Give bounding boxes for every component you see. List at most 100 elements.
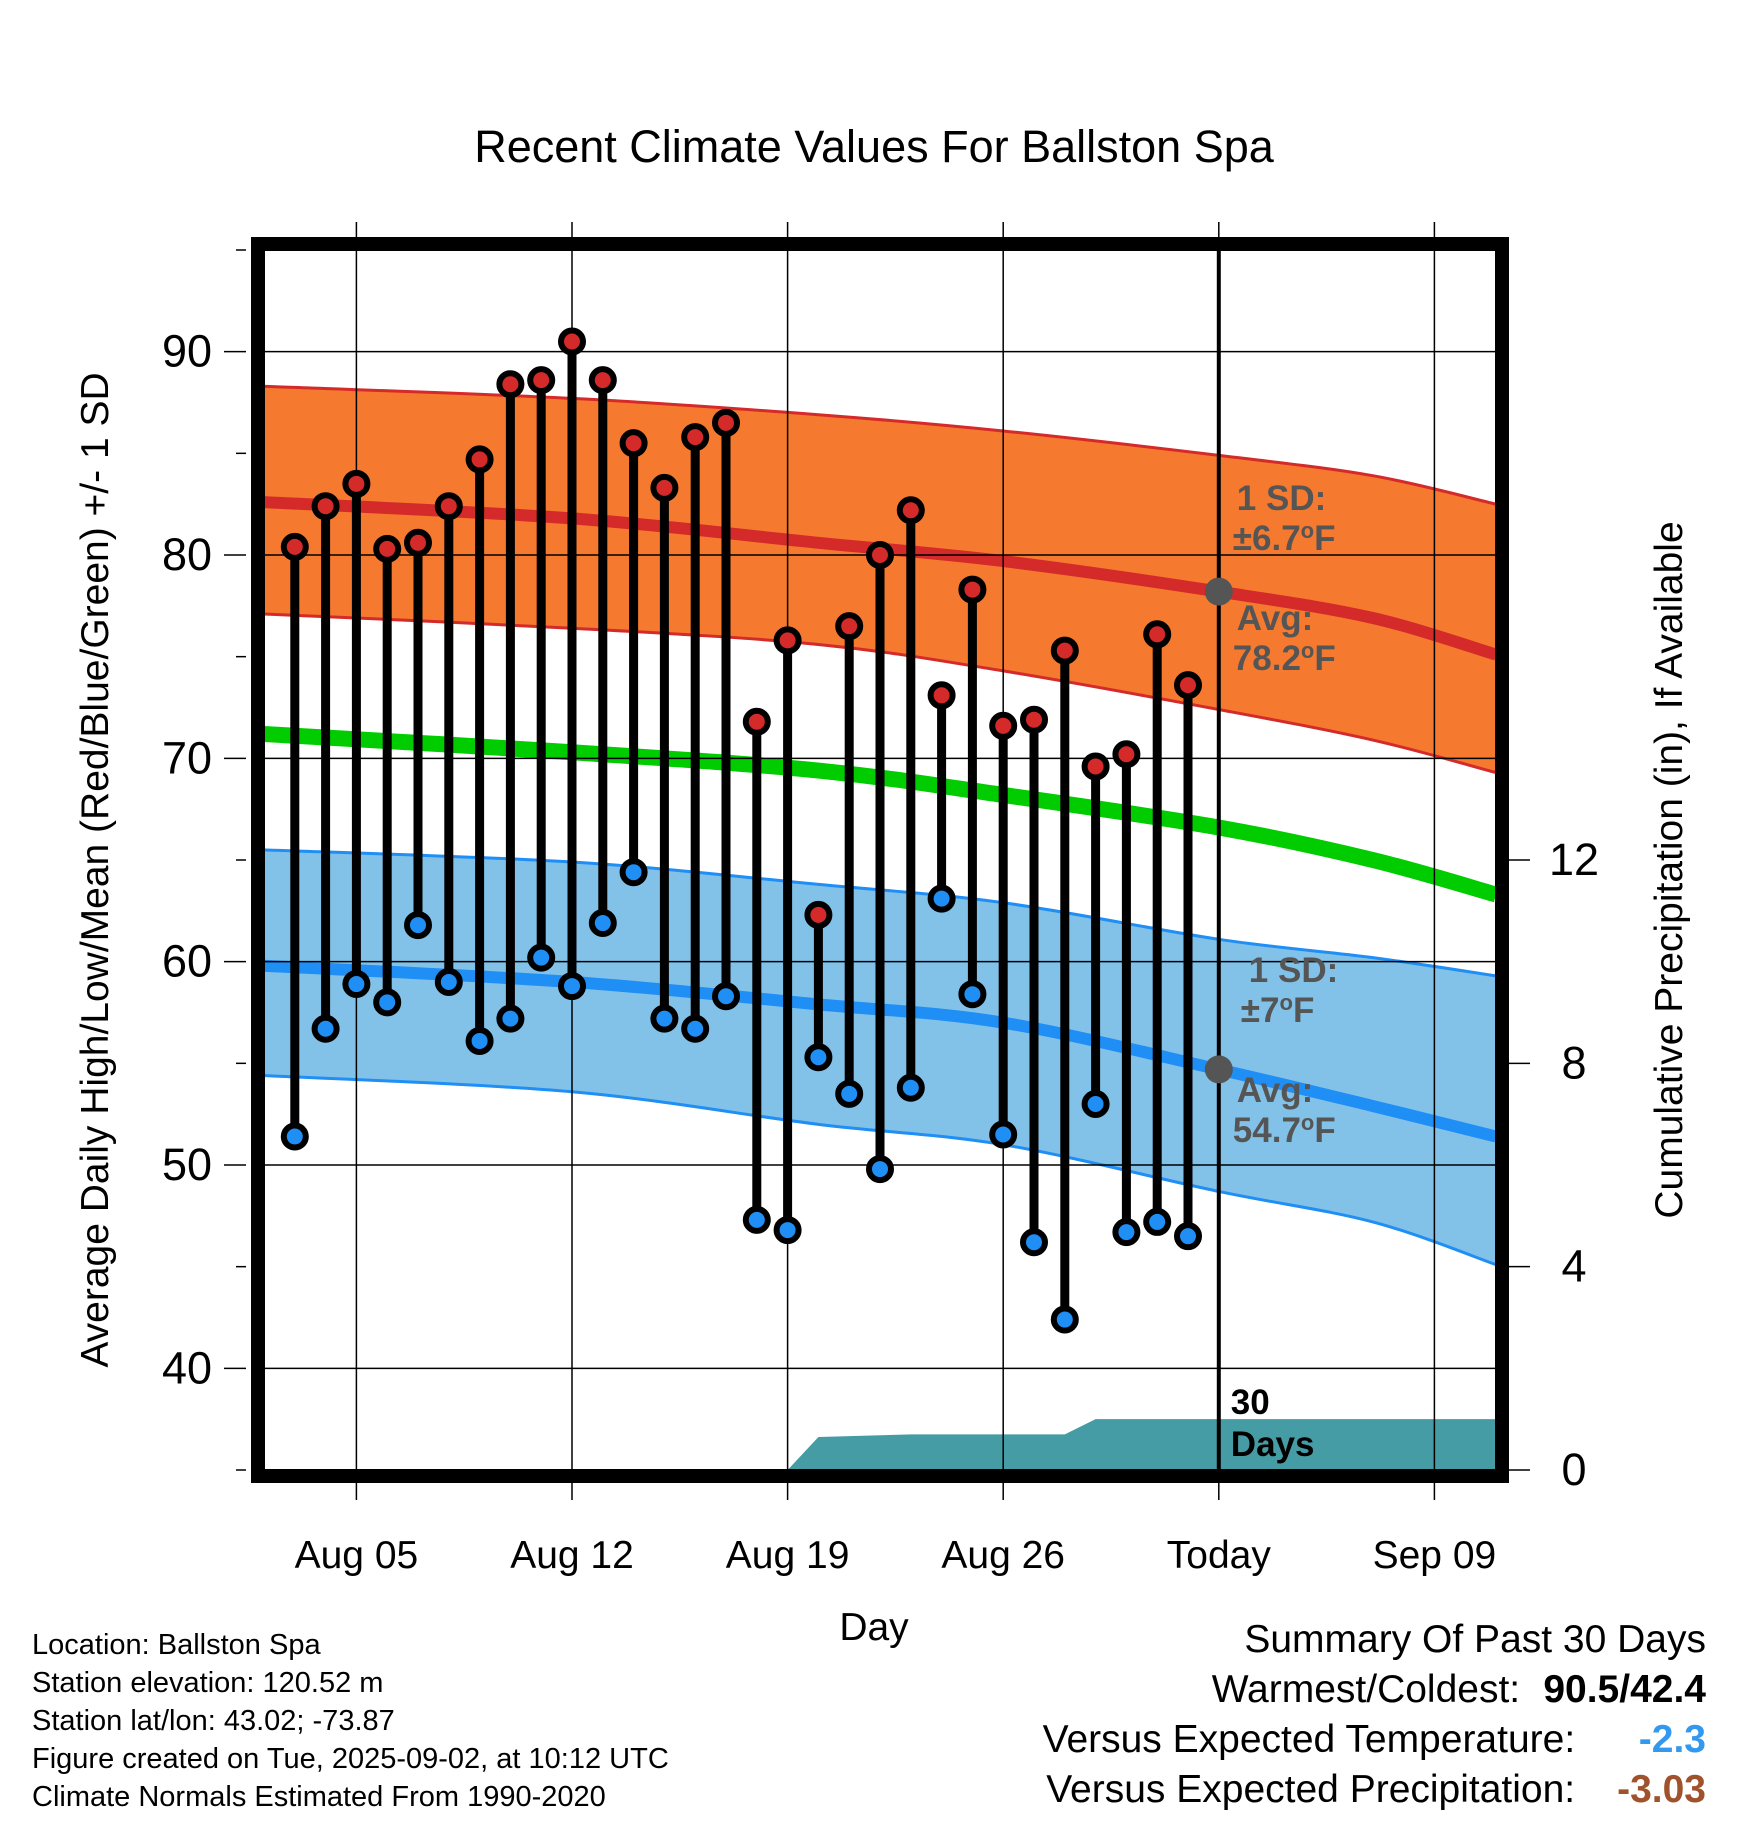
- daily-high-point: [896, 496, 925, 525]
- low-sd-label: 1 SD:: [1249, 951, 1338, 990]
- y2-tick-label: 8: [1561, 1037, 1586, 1088]
- daily-high-point: [527, 366, 556, 395]
- y-tick-label: 60: [162, 936, 212, 987]
- daily-low-point: [1174, 1222, 1202, 1251]
- summary-warm-cold-label: Warmest/Coldest:: [1211, 1668, 1521, 1711]
- daily-low-point: [866, 1155, 894, 1184]
- daily-high-point: [712, 408, 740, 437]
- x-tick-label: Aug 26: [941, 1534, 1065, 1577]
- y-tick-label: 40: [162, 1342, 212, 1393]
- daily-low-point: [558, 972, 586, 1001]
- daily-high-point: [835, 612, 864, 641]
- daily-high-point: [342, 469, 371, 498]
- low-avg-marker: [1204, 1055, 1233, 1084]
- daily-high-point: [558, 327, 586, 356]
- daily-low-point: [650, 1004, 679, 1033]
- daily-high-point: [465, 445, 494, 474]
- daily-high-point: [496, 370, 525, 399]
- footer-elevation: Station elevation: 120.52 m: [32, 1667, 384, 1699]
- today-days-label: 30 Days: [1231, 1383, 1315, 1464]
- summary-temp-label: Versus Expected Temperature:: [1042, 1718, 1576, 1761]
- summary-temp-value: -2.3: [1638, 1718, 1706, 1761]
- daily-high-point: [958, 575, 987, 604]
- daily-high-point: [804, 900, 833, 929]
- x-tick-label: Aug 12: [510, 1534, 634, 1577]
- low-avg-label: Avg:: [1237, 1071, 1313, 1110]
- low-sd-band-lower-edge: [264, 1074, 1496, 1267]
- high-sd-band-lower-edge: [264, 612, 1496, 775]
- y-tick-label: 90: [162, 326, 212, 377]
- daily-low-point: [773, 1216, 802, 1245]
- daily-high-point: [311, 492, 340, 521]
- x-axis-label: Day: [839, 1606, 909, 1649]
- daily-low-point: [742, 1205, 771, 1234]
- daily-low-point: [496, 1004, 525, 1033]
- daily-high-point: [866, 541, 894, 569]
- x-tick-label: Today: [1167, 1534, 1272, 1577]
- daily-low-point: [1020, 1228, 1048, 1257]
- daily-high-point: [1143, 620, 1172, 649]
- daily-low-point: [342, 970, 371, 999]
- high-normal-line: [264, 496, 1496, 661]
- summary-warm-cold-value: 90.5/42.4: [1543, 1668, 1706, 1711]
- chart-title: Recent Climate Values For Ballston Spa: [474, 121, 1275, 172]
- y-axis-label: Average Daily High/Low/Mean (Red/Blue/Gr…: [74, 372, 117, 1367]
- x-tick-label: Aug 19: [726, 1534, 850, 1577]
- daily-high-point: [588, 366, 617, 395]
- daily-high-point: [1020, 705, 1048, 734]
- daily-low-point: [311, 1014, 340, 1043]
- summary-warm-cold: Warmest/Coldest: 90.5/42.4: [1043, 1665, 1706, 1715]
- daily-low-point: [927, 884, 956, 913]
- y-tick-label: 80: [162, 529, 212, 580]
- daily-high-point: [404, 528, 432, 557]
- high-sd-value: ±6.7oF: [1233, 518, 1336, 558]
- daily-low-point: [588, 909, 617, 938]
- low-sd-value: ±7oF: [1241, 990, 1315, 1030]
- low-normal-line: [264, 959, 1496, 1143]
- x-tick-label: Aug 05: [295, 1534, 419, 1577]
- x-tick-label: Sep 09: [1373, 1534, 1497, 1577]
- summary-precip-label: Versus Expected Precipitation:: [1046, 1768, 1576, 1811]
- summary-panel: Summary Of Past 30 Days Warmest/Coldest:…: [1043, 1615, 1706, 1815]
- daily-low-point: [619, 858, 648, 887]
- daily-high-point: [1050, 636, 1079, 665]
- daily-high-point: [1174, 671, 1202, 700]
- y-tick-label: 70: [162, 732, 212, 783]
- daily-high-point: [650, 473, 679, 502]
- daily-low-point: [712, 982, 740, 1011]
- mean-normal-line: [264, 725, 1496, 903]
- daily-high-point: [927, 681, 956, 710]
- low-sd-band-upper-edge: [264, 848, 1496, 978]
- daily-low-point: [1050, 1305, 1079, 1334]
- y2-axis-label: Cumulative Precipitation (in), If Availa…: [1648, 521, 1691, 1218]
- low-avg-value: 54.7oF: [1233, 1110, 1336, 1150]
- daily-low-point: [465, 1026, 494, 1055]
- daily-low-point: [280, 1122, 309, 1151]
- daily-low-point: [958, 980, 987, 1009]
- daily-low-point: [373, 988, 402, 1017]
- daily-high-point: [434, 492, 463, 521]
- high-avg-value: 78.2oF: [1233, 638, 1336, 678]
- daily-high-point: [681, 423, 710, 452]
- footer-normals: Climate Normals Estimated From 1990-2020: [32, 1781, 606, 1813]
- daily-high-point: [280, 532, 309, 561]
- daily-low-point: [404, 911, 432, 940]
- daily-low-point: [1081, 1090, 1110, 1118]
- daily-low-point: [434, 968, 463, 996]
- footer-info: Location: Ballston Spa Station elevation…: [32, 1626, 669, 1816]
- daily-high-point: [1112, 740, 1141, 769]
- daily-low-point: [1143, 1207, 1172, 1236]
- high-avg-label: Avg:: [1237, 599, 1313, 638]
- footer-created: Figure created on Tue, 2025-09-02, at 10…: [32, 1743, 669, 1775]
- summary-title: Summary Of Past 30 Days: [1244, 1618, 1706, 1661]
- high-avg-marker: [1204, 577, 1233, 606]
- precip-area: [787, 1419, 1496, 1470]
- y-tick-label: 50: [162, 1139, 212, 1190]
- y2-tick-label: 0: [1561, 1444, 1586, 1495]
- summary-precip: Versus Expected Precipitation: -3.03: [1043, 1765, 1706, 1815]
- daily-low-point: [804, 1043, 833, 1072]
- daily-low-point: [989, 1120, 1018, 1149]
- summary-precip-value: -3.03: [1617, 1768, 1706, 1811]
- daily-low-point: [681, 1014, 710, 1043]
